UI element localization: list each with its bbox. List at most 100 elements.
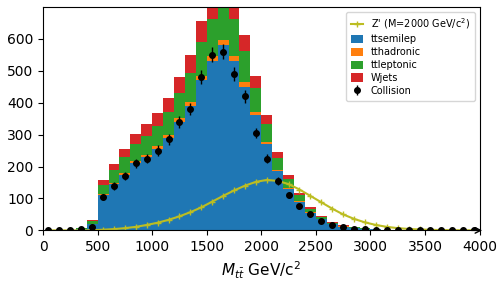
Bar <box>261 142 272 144</box>
Bar <box>228 0 239 19</box>
Bar <box>327 222 338 223</box>
Z' (M=2000 GeV/c$^2$) <box>133 225 139 229</box>
Bar <box>359 229 370 230</box>
Bar <box>207 0 218 19</box>
Bar <box>185 73 196 102</box>
Bar <box>283 188 294 189</box>
Bar <box>152 149 163 230</box>
Z' (M=2000 GeV/c$^2$) <box>122 226 128 230</box>
Z' (M=2000 GeV/c$^2$) <box>460 229 466 232</box>
Bar <box>131 163 141 230</box>
Z' (M=2000 GeV/c$^2$) <box>242 184 248 187</box>
Bar <box>76 229 87 230</box>
Bar <box>338 225 349 226</box>
Z' (M=2000 GeV/c$^2$) <box>209 200 215 203</box>
Bar <box>108 183 119 184</box>
Legend: Z' (M=2000 GeV/c$^2$), ttsemilep, tthadronic, ttleptonic, Wjets, Collision: Z' (M=2000 GeV/c$^2$), ttsemilep, tthadr… <box>346 12 475 101</box>
Bar <box>239 35 250 51</box>
Z' (M=2000 GeV/c$^2$) <box>296 188 302 191</box>
Z' (M=2000 GeV/c$^2$) <box>231 189 237 192</box>
Bar <box>152 126 163 146</box>
Z' (M=2000 GeV/c$^2$) <box>155 221 161 224</box>
Bar <box>338 227 349 230</box>
Bar <box>174 118 185 122</box>
Bar <box>228 61 239 230</box>
Bar <box>218 0 228 39</box>
Bar <box>196 42 207 75</box>
Bar <box>196 80 207 230</box>
Bar <box>141 155 152 157</box>
Z' (M=2000 GeV/c$^2$) <box>438 228 445 232</box>
Bar <box>141 124 152 136</box>
Bar <box>218 39 228 45</box>
Z' (M=2000 GeV/c$^2$) <box>373 223 379 227</box>
Z' (M=2000 GeV/c$^2$) <box>427 228 433 232</box>
Bar <box>108 184 119 230</box>
Z' (M=2000 GeV/c$^2$) <box>384 225 390 229</box>
Bar <box>294 193 305 195</box>
Bar <box>272 171 283 230</box>
Z' (M=2000 GeV/c$^2$) <box>89 228 95 232</box>
Z' (M=2000 GeV/c$^2$) <box>416 228 422 231</box>
Bar <box>261 144 272 230</box>
Bar <box>250 115 261 230</box>
Bar <box>305 209 316 212</box>
Bar <box>87 220 98 221</box>
Bar <box>98 180 108 185</box>
Bar <box>327 223 338 224</box>
Bar <box>261 124 272 142</box>
Bar <box>272 158 283 170</box>
Z' (M=2000 GeV/c$^2$) <box>68 229 74 232</box>
Bar <box>185 102 196 106</box>
Bar <box>76 228 87 229</box>
Z' (M=2000 GeV/c$^2$) <box>362 221 368 224</box>
Bar <box>108 170 119 183</box>
Z' (M=2000 GeV/c$^2$) <box>111 227 117 231</box>
Z' (M=2000 GeV/c$^2$) <box>45 229 51 232</box>
Z' (M=2000 GeV/c$^2$) <box>286 182 292 186</box>
Bar <box>239 51 250 82</box>
Bar <box>349 227 359 228</box>
Bar <box>119 173 131 175</box>
Z' (M=2000 GeV/c$^2$) <box>253 180 259 183</box>
Bar <box>152 146 163 149</box>
Bar <box>163 112 174 135</box>
Z' (M=2000 GeV/c$^2$) <box>100 228 106 232</box>
Bar <box>218 45 228 230</box>
Z' (M=2000 GeV/c$^2$) <box>449 228 455 232</box>
Bar <box>283 189 294 230</box>
Bar <box>141 136 152 155</box>
Bar <box>185 106 196 230</box>
Bar <box>239 87 250 230</box>
Z' (M=2000 GeV/c$^2$) <box>319 200 325 204</box>
Bar <box>283 179 294 188</box>
Z' (M=2000 GeV/c$^2$) <box>78 229 84 232</box>
Z' (M=2000 GeV/c$^2$) <box>395 226 401 230</box>
Z' (M=2000 GeV/c$^2$) <box>340 213 346 216</box>
Bar <box>250 88 261 112</box>
Z' (M=2000 GeV/c$^2$) <box>329 207 335 211</box>
Bar <box>316 219 327 230</box>
Z' (M=2000 GeV/c$^2$) <box>165 218 171 221</box>
Bar <box>98 194 108 195</box>
Z' (M=2000 GeV/c$^2$) <box>406 227 412 231</box>
Bar <box>174 122 185 230</box>
Z' (M=2000 GeV/c$^2$) <box>264 178 270 182</box>
Bar <box>250 112 261 115</box>
Z' (M=2000 GeV/c$^2$) <box>220 194 226 198</box>
Z' (M=2000 GeV/c$^2$) <box>198 206 204 209</box>
Bar <box>131 134 141 144</box>
Bar <box>131 144 141 162</box>
Bar <box>294 202 305 230</box>
Bar <box>349 228 359 230</box>
Bar <box>207 56 218 61</box>
Bar <box>87 221 98 224</box>
Bar <box>196 21 207 42</box>
Bar <box>283 175 294 179</box>
Bar <box>196 75 207 80</box>
Z' (M=2000 GeV/c$^2$) <box>351 217 357 221</box>
Z' (M=2000 GeV/c$^2$) <box>144 223 150 227</box>
Bar <box>250 76 261 88</box>
Bar <box>228 56 239 61</box>
Bar <box>239 82 250 87</box>
